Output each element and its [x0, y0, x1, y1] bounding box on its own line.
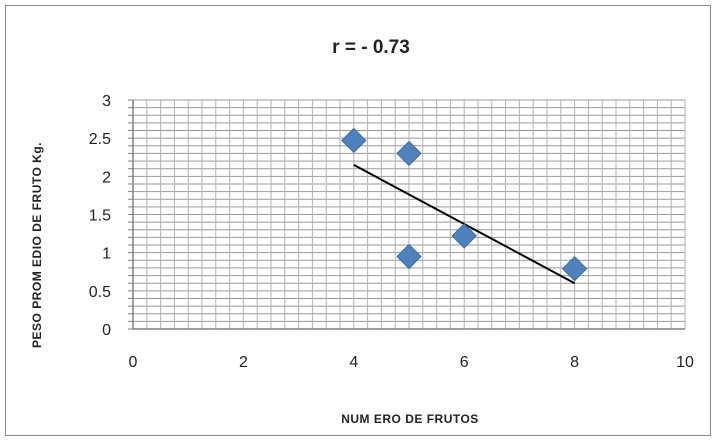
x-tick-label: 4 [349, 354, 358, 371]
y-tick-label: 0 [102, 322, 111, 339]
x-tick-label: 0 [129, 354, 138, 371]
grid [128, 99, 686, 330]
x-tick-label: 6 [460, 354, 469, 371]
y-tick-label: 2 [102, 169, 111, 186]
y-tick-labels: 0 0.5 1 1.5 2 2.5 3 [89, 93, 111, 339]
chart-title: r = - 0.73 [332, 37, 410, 58]
chart-frame [5, 5, 711, 436]
data-point [341, 127, 367, 154]
data-point [396, 140, 422, 167]
y-tick-label: 3 [102, 93, 111, 110]
y-tick-label: 2.5 [89, 131, 111, 148]
x-axis-label: NUM ERO DE FRUTOS [341, 412, 479, 426]
x-tick-labels: 0 2 4 6 8 10 [129, 354, 694, 371]
x-tick-label: 2 [239, 354, 248, 371]
y-tick-label: 1 [102, 246, 111, 263]
y-tick-label: 0.5 [89, 284, 111, 301]
x-tick-label: 10 [676, 354, 694, 371]
data-point [396, 243, 422, 270]
y-tick-label: 1.5 [89, 208, 111, 225]
data-point [451, 223, 477, 249]
data-point [561, 255, 588, 282]
data-points [341, 127, 588, 282]
x-tick-label: 8 [570, 354, 579, 371]
y-axis-label: PESO PROM EDIO DE FRUTO Kg. [30, 142, 44, 348]
